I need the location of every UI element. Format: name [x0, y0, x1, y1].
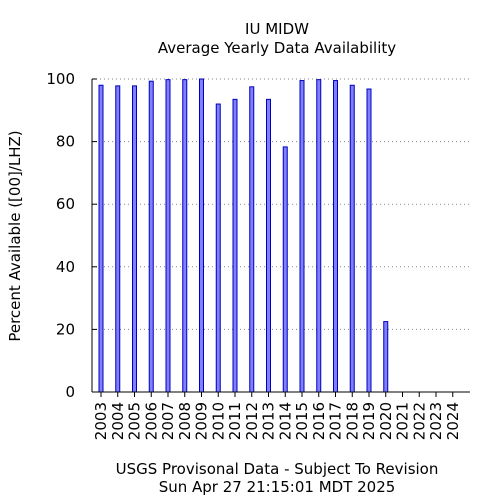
chart-subtitle: Average Yearly Data Availability: [158, 39, 396, 57]
x-axis-ticks: 2003200420052006200720082009201020112012…: [92, 392, 462, 440]
gridlines: [92, 78, 470, 330]
bar-2003: [98, 84, 104, 393]
y-tick-label: 60: [56, 195, 75, 213]
x-tick-label: 2008: [176, 402, 194, 440]
x-tick-label: 2005: [126, 402, 144, 440]
axes: [91, 79, 470, 393]
bar-2012: [249, 86, 255, 393]
bar-2017: [333, 80, 338, 393]
bar-2020: [383, 321, 389, 393]
bar-2010: [215, 103, 221, 393]
x-tick-label: 2024: [444, 402, 462, 440]
x-tick-label: 2014: [276, 402, 294, 440]
x-tick-label: 2016: [310, 402, 328, 440]
bar-2019: [366, 88, 372, 393]
x-tick-label: 2004: [109, 402, 127, 440]
footer-disclaimer: USGS Provisonal Data - Subject To Revisi…: [116, 460, 439, 478]
x-tick-label: 2003: [92, 402, 110, 440]
bar-2013: [266, 98, 271, 393]
y-tick-label: 40: [56, 258, 75, 276]
x-tick-label: 2011: [226, 402, 244, 440]
bar-2011: [232, 98, 238, 393]
x-tick-label: 2015: [293, 402, 311, 440]
x-tick-label: 2017: [327, 402, 345, 440]
y-tick-label: 0: [65, 383, 75, 401]
x-tick-label: 2010: [209, 402, 227, 440]
bar-2008: [182, 79, 188, 393]
chart-title: IU MIDW: [245, 20, 309, 38]
x-tick-label: 2006: [142, 402, 160, 440]
y-tick-label: 100: [46, 70, 75, 88]
x-tick-label: 2023: [427, 402, 445, 440]
y-axis-ticks: 0 20 40 60 80 100: [46, 70, 97, 401]
y-tick-label: 80: [56, 133, 75, 151]
y-tick-label: 20: [56, 320, 75, 338]
bar-2004: [115, 85, 121, 393]
x-tick-label: 2009: [193, 402, 211, 440]
x-tick-label: 2012: [243, 402, 261, 440]
bars: [98, 78, 389, 393]
bar-2009: [199, 78, 204, 393]
bar-2006: [148, 80, 154, 393]
bar-2007: [165, 79, 171, 393]
x-tick-label: 2020: [377, 402, 395, 440]
x-tick-label: 2018: [343, 402, 361, 440]
x-tick-label: 2007: [159, 402, 177, 440]
footer-timestamp: Sun Apr 27 21:15:01 MDT 2025: [159, 478, 396, 496]
x-tick-label: 2022: [410, 402, 428, 440]
y-axis-label: Percent Available ([00]/LHZ): [6, 130, 24, 341]
bar-2015: [299, 80, 305, 393]
x-tick-label: 2013: [260, 402, 278, 440]
bar-2018: [349, 84, 355, 393]
bar-2005: [132, 85, 137, 393]
x-tick-label: 2019: [360, 402, 378, 440]
x-tick-label: 2021: [394, 402, 412, 440]
bar-2016: [316, 79, 322, 393]
bar-2014: [282, 146, 288, 393]
